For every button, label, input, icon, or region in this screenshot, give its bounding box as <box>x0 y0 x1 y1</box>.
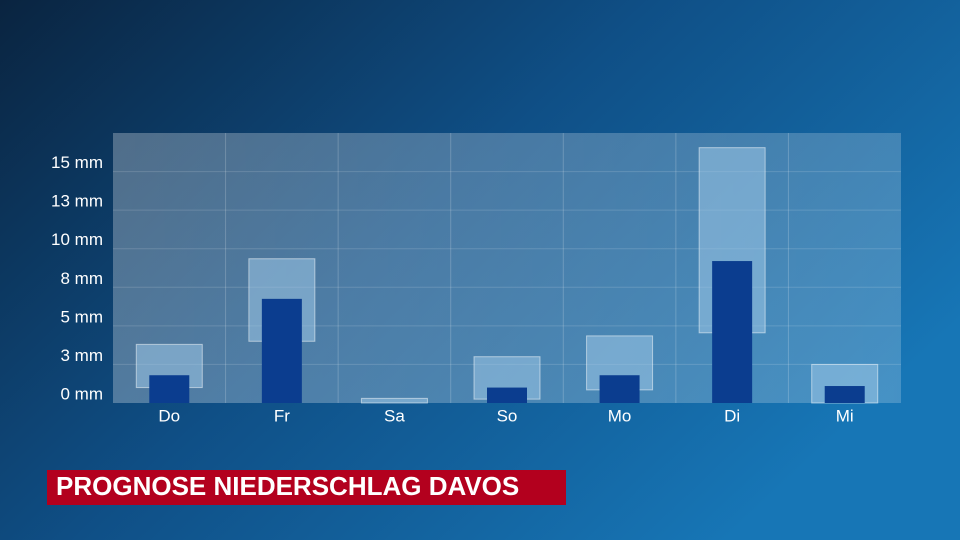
bar <box>824 386 865 403</box>
x-tick-label: Fr <box>274 406 290 425</box>
range-box <box>360 397 428 404</box>
chart-title: PROGNOSE NIEDERSCHLAG DAVOS <box>56 471 519 501</box>
y-tick-label: 0 mm <box>61 384 104 403</box>
bar <box>487 387 527 403</box>
x-tick-label: Mo <box>608 406 632 425</box>
y-tick-label: 13 mm <box>51 192 103 211</box>
x-tick-label: Mi <box>836 406 854 425</box>
y-tick-label: 3 mm <box>61 346 104 365</box>
x-tick-label: Do <box>158 406 180 425</box>
bar <box>149 375 190 403</box>
y-tick-label: 10 mm <box>51 230 103 249</box>
y-tick-label: 5 mm <box>61 307 104 326</box>
title-banner <box>47 470 566 505</box>
bar <box>261 298 302 403</box>
x-tick-label: Sa <box>384 406 405 425</box>
bar <box>712 261 753 403</box>
x-tick-label: Di <box>724 406 740 425</box>
x-tick-label: So <box>497 406 518 425</box>
bar <box>599 375 640 403</box>
y-tick-label: 8 mm <box>61 269 104 288</box>
y-tick-label: 15 mm <box>51 153 103 172</box>
